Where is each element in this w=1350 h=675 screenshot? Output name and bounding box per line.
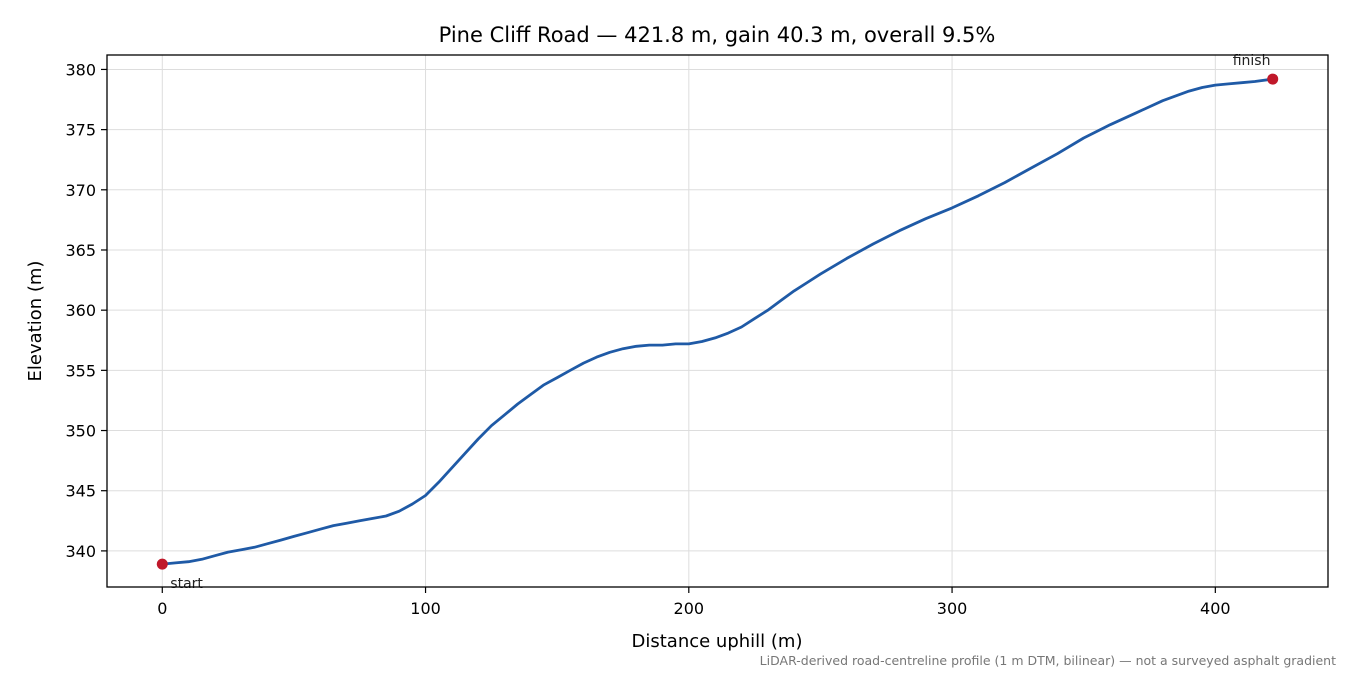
chart-title: Pine Cliff Road — 421.8 m, gain 40.3 m, … xyxy=(439,23,996,47)
x-axis-label: Distance uphill (m) xyxy=(632,631,803,652)
x-tick-label: 300 xyxy=(937,599,968,618)
y-tick-label: 370 xyxy=(65,181,96,200)
start-marker xyxy=(156,558,168,570)
y-tick-label: 355 xyxy=(65,361,96,380)
series-layer: start finish xyxy=(156,53,1279,592)
y-axis-label: Elevation (m) xyxy=(25,261,46,382)
y-tick-label: 375 xyxy=(65,121,96,140)
x-tick-label: 400 xyxy=(1200,599,1231,618)
y-tick-label: 360 xyxy=(65,301,96,320)
y-tick-label: 345 xyxy=(65,482,96,501)
y-tick-label: 340 xyxy=(65,542,96,561)
grid xyxy=(107,55,1328,587)
y-tick-label: 380 xyxy=(65,60,96,79)
x-tick-label: 200 xyxy=(674,599,705,618)
y-tick-label: 350 xyxy=(65,422,96,441)
finish-label: finish xyxy=(1233,53,1271,69)
x-tick-label: 100 xyxy=(410,599,441,618)
finish-marker xyxy=(1267,73,1279,85)
y-tick-label: 365 xyxy=(65,241,96,260)
plot-frame xyxy=(106,54,1329,588)
start-label: start xyxy=(170,576,203,592)
footnote: LiDAR-derived road-centreline profile (1… xyxy=(760,653,1336,668)
x-tick-label: 0 xyxy=(157,599,167,618)
axis-ticks: 0 100 200 300 400 340 345 350 355 360 365 370 375 380 xyxy=(65,60,1230,618)
elevation-line xyxy=(160,77,1275,566)
